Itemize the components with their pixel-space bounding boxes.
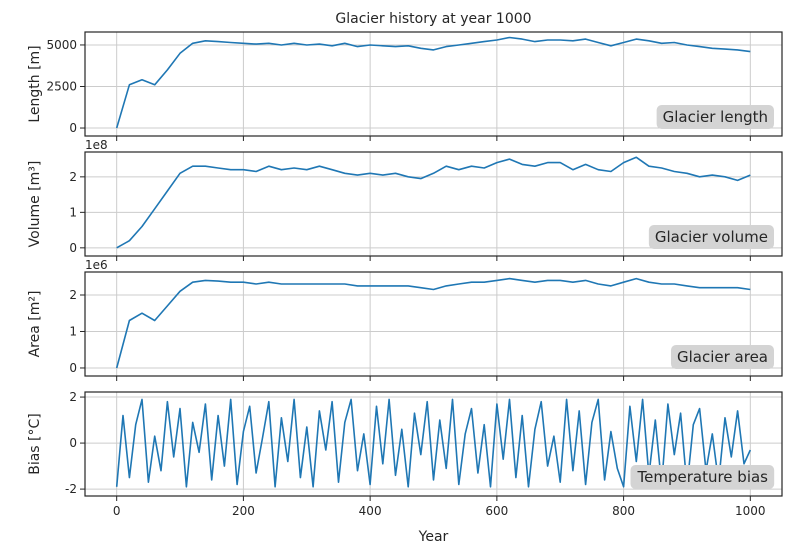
y-tick-label: 2	[69, 170, 77, 184]
y-tick-label: 0	[69, 361, 77, 375]
x-tick-label: 200	[232, 504, 255, 518]
annotation-box	[656, 105, 774, 129]
y-axis-label: Bias [°C]	[27, 413, 43, 475]
y-axis-label: Volume [m³]	[27, 161, 43, 248]
x-tick-label: 800	[612, 504, 635, 518]
y-tick-label: 0	[69, 436, 77, 450]
y-axis-label: Length [m]	[27, 45, 43, 122]
y-tick-label: 1	[69, 324, 77, 338]
x-tick-label: 1000	[735, 504, 766, 518]
annotation: Glacier length	[663, 108, 768, 126]
axes-frame	[84, 151, 783, 257]
annotation-box	[630, 465, 775, 489]
y-tick-label: 2	[69, 288, 77, 302]
y-tick-label: 2	[69, 390, 77, 404]
axes-frame	[84, 271, 783, 377]
y-tick-label: 0	[69, 241, 77, 255]
annotation: Glacier area	[677, 348, 768, 366]
data-line	[115, 36, 751, 129]
x-tick-label: 600	[485, 504, 508, 518]
y-axis-label: Area [m²]	[27, 291, 43, 358]
offset-label: 1e8	[85, 138, 108, 152]
annotation: Temperature bias	[637, 468, 769, 486]
annotation-box	[648, 225, 774, 249]
offset-label: 1e6	[85, 258, 108, 272]
axes-frame	[84, 31, 783, 137]
chart-title: Glacier history at year 1000	[335, 11, 531, 27]
y-tick-label: -2	[65, 482, 77, 496]
x-axis-label: Year	[418, 529, 449, 545]
x-tick-label: 400	[359, 504, 382, 518]
y-tick-label: 5000	[46, 38, 77, 52]
y-tick-label: 1	[69, 205, 77, 219]
x-tick-label: 0	[113, 504, 121, 518]
data-line	[115, 398, 752, 488]
annotation-box	[670, 345, 774, 369]
annotation: Glacier volume	[655, 228, 768, 246]
y-tick-label: 2500	[46, 79, 77, 93]
data-line	[115, 277, 751, 369]
y-tick-label: 0	[69, 121, 77, 135]
data-line	[116, 156, 751, 249]
axes-frame	[84, 391, 783, 497]
